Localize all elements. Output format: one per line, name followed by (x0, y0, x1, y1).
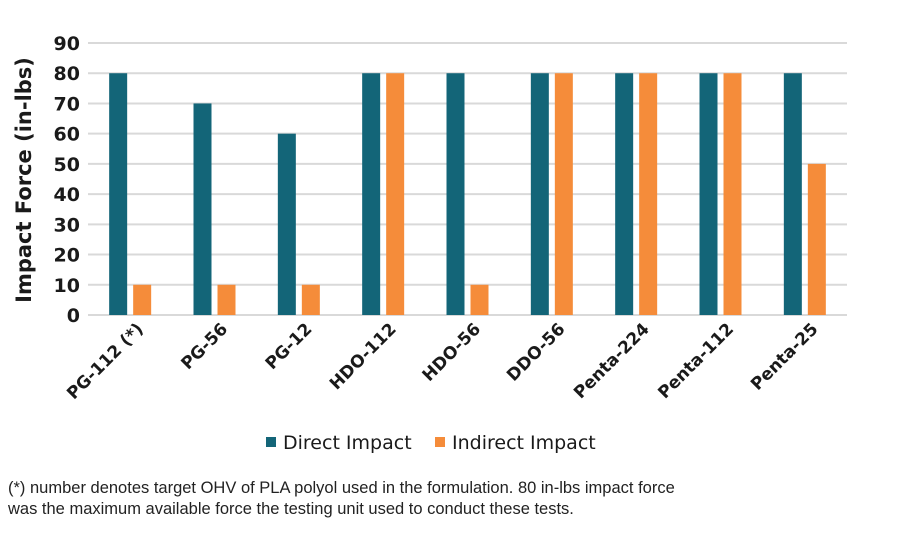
legend-swatch (435, 437, 445, 447)
bar-indirect (639, 73, 658, 315)
bar-direct (277, 133, 296, 315)
bar-direct (109, 73, 128, 315)
y-tick-label: 70 (54, 93, 80, 115)
bar-direct (530, 73, 549, 315)
x-tick-label: PG-112 (*) (63, 319, 147, 403)
footnote-line-1: (*) number denotes target OHV of PLA pol… (8, 479, 675, 497)
x-tick-label: PG-12 (262, 319, 317, 374)
x-tick-label: PG-56 (177, 319, 232, 374)
x-tick-label: Penta-224 (570, 319, 654, 403)
x-tick-label: Penta-25 (747, 319, 822, 394)
x-axis-labels: PG-112 (*) PG-56 PG-12 HDO-112 HDO-56 DDO-56 P… (63, 319, 822, 403)
bar-indirect (807, 163, 826, 315)
legend-label: Indirect Impact (452, 432, 596, 454)
bars (109, 73, 826, 315)
bar-indirect (217, 284, 236, 315)
y-tick-label: 30 (54, 214, 80, 236)
bar-indirect (133, 284, 152, 315)
legend-label: Direct Impact (283, 432, 412, 454)
y-tick-label: 0 (67, 305, 80, 327)
bar-chart: 0 10 20 30 40 50 60 70 80 90 Impact Force (in-lbs… (12, 33, 847, 454)
y-tick-label: 50 (54, 154, 80, 176)
bar-direct (193, 103, 212, 315)
bar-direct (615, 73, 634, 315)
y-tick-label: 60 (54, 124, 80, 146)
x-tick-label: HDO-56 (419, 319, 485, 385)
y-tick-label: 90 (54, 33, 80, 55)
y-axis-label: Impact Force (in-lbs) (12, 57, 36, 303)
footnote-line-2: was the maximum available force the test… (8, 500, 574, 518)
y-tick-label: 10 (54, 275, 80, 297)
bar-indirect (301, 284, 320, 315)
bar-direct (783, 73, 802, 315)
bar-indirect (386, 73, 405, 315)
bar-indirect (554, 73, 573, 315)
bar-indirect (723, 73, 742, 315)
y-axis-ticks: 0 10 20 30 40 50 60 70 80 90 (54, 33, 80, 327)
bar-direct (362, 73, 381, 315)
gridlines (88, 42, 847, 316)
y-tick-label: 80 (54, 63, 80, 85)
footnote: (*) number denotes target OHV of PLA pol… (8, 478, 888, 520)
bar-direct (699, 73, 718, 315)
y-tick-label: 40 (54, 184, 80, 206)
bar-direct (446, 73, 465, 315)
x-tick-label: Penta-112 (654, 319, 738, 403)
legend-swatch (266, 437, 276, 447)
legend: Direct Impact Indirect Impact (266, 432, 596, 454)
x-tick-label: DDO-56 (503, 319, 569, 385)
x-tick-label: HDO-112 (326, 319, 401, 394)
bar-indirect (470, 284, 489, 315)
y-tick-label: 20 (54, 245, 80, 267)
